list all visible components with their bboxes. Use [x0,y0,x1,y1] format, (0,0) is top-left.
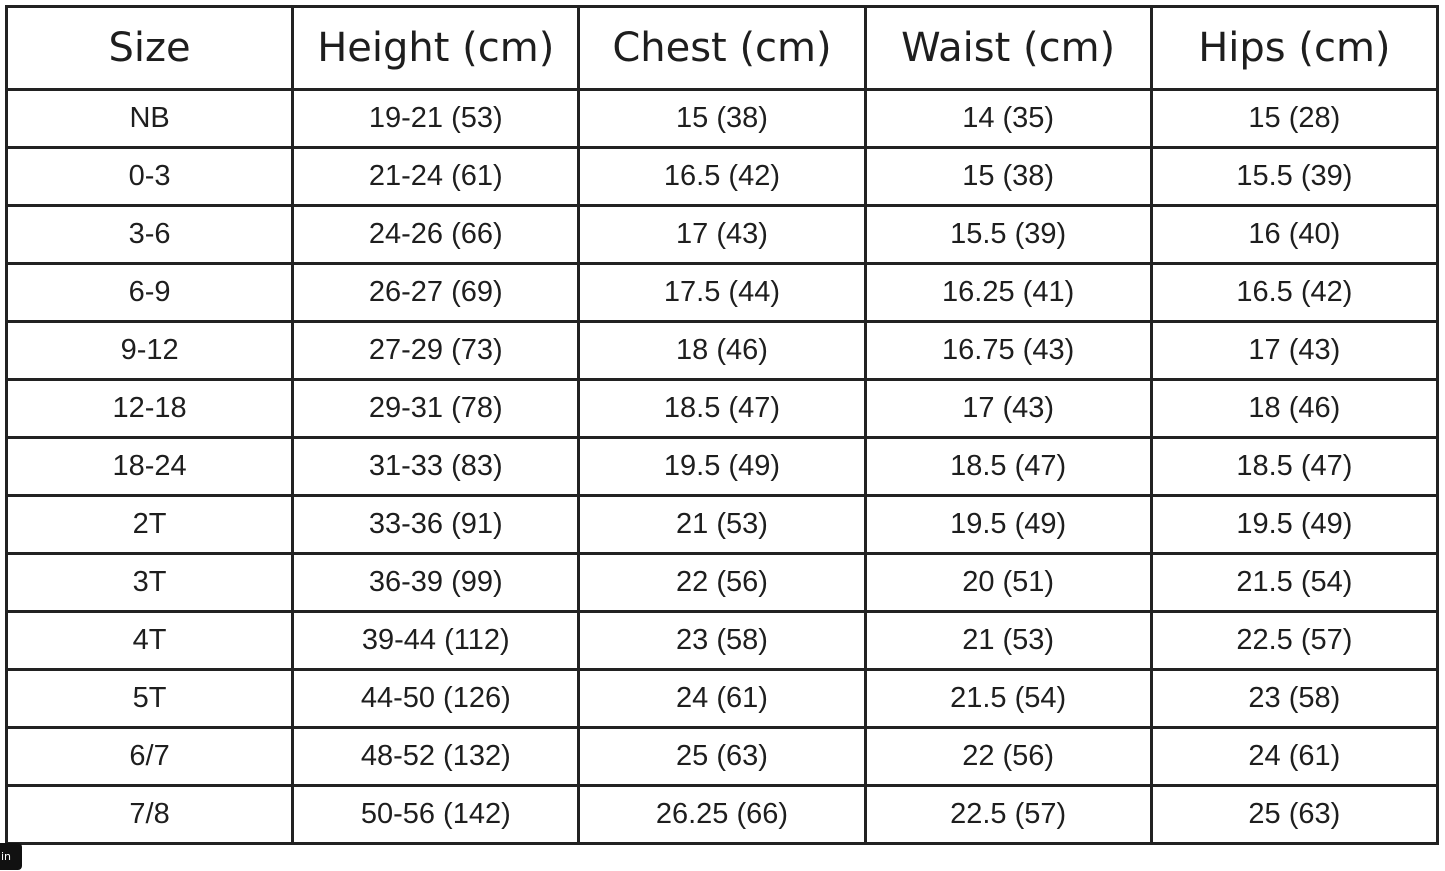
table-cell: 14 (35) [863,88,1153,149]
table-cell: 6/7 [4,726,295,787]
header-row: Size Height (cm) Chest (cm) Waist (cm) Hips … [4,5,1440,91]
table-cell: 6-9 [4,262,295,323]
table-row: 3T 36-39 (99) 22 (56) 20 (51) 21.5 (54) [4,552,1440,613]
badge: in [0,843,22,870]
table-body: NB 19-21 (53) 15 (38) 14 (35) 15 (28) 0-3 21-2… [4,88,1440,845]
table-cell: 19.5 (49) [1149,494,1440,555]
table-cell: 24-26 (66) [291,204,581,265]
table-cell: 18.5 (47) [577,378,867,439]
table-cell: 19.5 (49) [863,494,1153,555]
table-cell: 16 (40) [1149,204,1440,265]
table-row: NB 19-21 (53) 15 (38) 14 (35) 15 (28) [4,88,1440,149]
table-cell: 2T [4,494,295,555]
table-row: 2T 33-36 (91) 21 (53) 19.5 (49) 19.5 (49) [4,494,1440,555]
table-row: 3-6 24-26 (66) 17 (43) 15.5 (39) 16 (40) [4,204,1440,265]
table-cell: 17 (43) [1149,320,1440,381]
table-cell: 19.5 (49) [577,436,867,497]
table-cell: 17.5 (44) [577,262,867,323]
table-cell: 21-24 (61) [291,146,581,207]
table-cell: 18-24 [4,436,295,497]
table-cell: 26-27 (69) [291,262,581,323]
table-cell: 18.5 (47) [863,436,1153,497]
table-cell: NB [4,88,295,149]
table-cell: 36-39 (99) [291,552,581,613]
header-cell: Waist (cm) [863,5,1153,91]
table-cell: 15.5 (39) [863,204,1153,265]
table-cell: 31-33 (83) [291,436,581,497]
table-row: 12-18 29-31 (78) 18.5 (47) 17 (43) 18 (46) [4,378,1440,439]
table-cell: 50-56 (142) [291,784,581,845]
table-cell: 15 (28) [1149,88,1440,149]
table-cell: 25 (63) [577,726,867,787]
table-cell: 17 (43) [577,204,867,265]
table-row: 9-12 27-29 (73) 18 (46) 16.75 (43) 17 (43) [4,320,1440,381]
table-cell: 21 (53) [577,494,867,555]
table-cell: 26.25 (66) [577,784,867,845]
table-cell: 7/8 [4,784,295,845]
table-cell: 16.25 (41) [863,262,1153,323]
table-cell: 24 (61) [577,668,867,729]
table-cell: 15 (38) [863,146,1153,207]
table-cell: 16.75 (43) [863,320,1153,381]
table-cell: 22.5 (57) [863,784,1153,845]
size-table: Size Height (cm) Chest (cm) Waist (cm) Hips … [4,5,1440,845]
table-cell: 25 (63) [1149,784,1440,845]
table-cell: 9-12 [4,320,295,381]
table-row: 6/7 48-52 (132) 25 (63) 22 (56) 24 (61) [4,726,1440,787]
table-row: 0-3 21-24 (61) 16.5 (42) 15 (38) 15.5 (39) [4,146,1440,207]
table-cell: 0-3 [4,146,295,207]
table-row: 6-9 26-27 (69) 17.5 (44) 16.25 (41) 16.5 (42… [4,262,1440,323]
header-cell: Hips (cm) [1149,5,1440,91]
table-cell: 39-44 (112) [291,610,581,671]
table-cell: 18.5 (47) [1149,436,1440,497]
table-cell: 21.5 (54) [863,668,1153,729]
table-cell: 3T [4,552,295,613]
table-cell: 21.5 (54) [1149,552,1440,613]
table-cell: 29-31 (78) [291,378,581,439]
table-cell: 19-21 (53) [291,88,581,149]
table-row: 7/8 50-56 (142) 26.25 (66) 22.5 (57) 25 (63) [4,784,1440,845]
table-row: 18-24 31-33 (83) 19.5 (49) 18.5 (47) 18.5 (4… [4,436,1440,497]
table-cell: 23 (58) [1149,668,1440,729]
table-cell: 5T [4,668,295,729]
table-cell: 16.5 (42) [577,146,867,207]
table-cell: 24 (61) [1149,726,1440,787]
table-cell: 44-50 (126) [291,668,581,729]
table-row: 5T 44-50 (126) 24 (61) 21.5 (54) 23 (58) [4,668,1440,729]
header-cell: Height (cm) [291,5,581,91]
table-cell: 18 (46) [577,320,867,381]
table-cell: 20 (51) [863,552,1153,613]
table-cell: 4T [4,610,295,671]
table-cell: 17 (43) [863,378,1153,439]
table-cell: 15.5 (39) [1149,146,1440,207]
table-cell: 12-18 [4,378,295,439]
header-cell: Size [4,5,295,91]
table-cell: 22 (56) [577,552,867,613]
table-cell: 18 (46) [1149,378,1440,439]
table-cell: 22 (56) [863,726,1153,787]
table-cell: 15 (38) [577,88,867,149]
header-cell: Chest (cm) [577,5,867,91]
table-cell: 21 (53) [863,610,1153,671]
table-row: 4T 39-44 (112) 23 (58) 21 (53) 22.5 (57) [4,610,1440,671]
table-cell: 23 (58) [577,610,867,671]
table-cell: 33-36 (91) [291,494,581,555]
table-cell: 3-6 [4,204,295,265]
table-cell: 27-29 (73) [291,320,581,381]
table-cell: 48-52 (132) [291,726,581,787]
table-cell: 22.5 (57) [1149,610,1440,671]
table-cell: 16.5 (42) [1149,262,1440,323]
